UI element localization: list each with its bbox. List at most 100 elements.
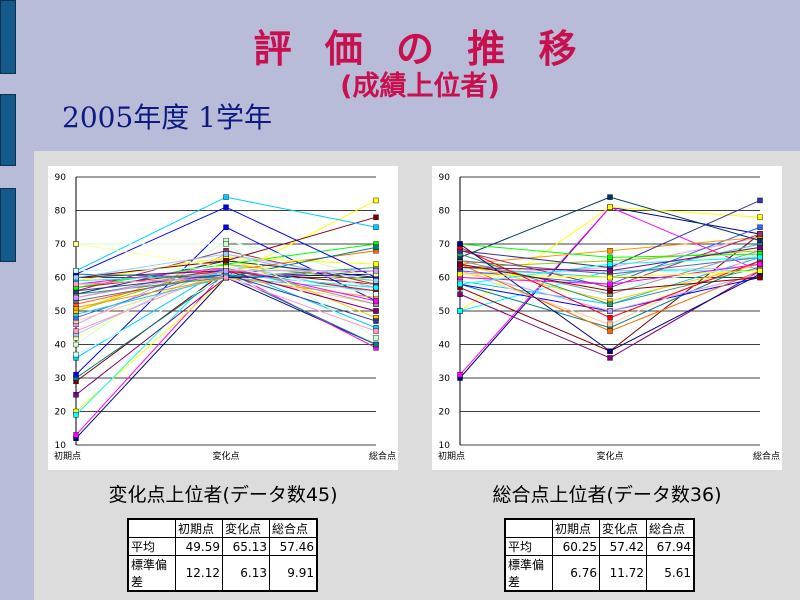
data-point [757, 231, 763, 237]
stats-table: 初期点 変化点 総合点 平均 60.25 57.42 67.94 標準偏差 6.76 11.72 5… [504, 518, 695, 592]
row-label: 平均 [127, 537, 176, 556]
data-point [607, 194, 613, 200]
y-tick-label: 40 [439, 341, 451, 351]
column-header: 初期点 [175, 518, 223, 538]
data-point [373, 341, 379, 348]
table-cell: 6.76 [552, 555, 600, 592]
row-label: 標準偏差 [504, 555, 553, 592]
table-cell: 49.59 [175, 537, 223, 556]
data-point [223, 268, 229, 274]
data-point [373, 214, 379, 220]
data-point [757, 254, 763, 261]
table-cell: 67.94 [646, 537, 695, 556]
data-point [373, 261, 379, 267]
y-tick-label: 20 [55, 408, 67, 418]
y-tick-label: 70 [439, 240, 451, 250]
y-tick-label: 70 [55, 240, 67, 250]
data-point [73, 281, 79, 287]
data-point [73, 412, 79, 418]
data-point [607, 261, 613, 267]
data-point [607, 355, 613, 361]
table-cell: 65.13 [222, 537, 270, 556]
decor-bar [0, 0, 16, 74]
table-cell: 11.72 [599, 555, 647, 592]
table-row: 平均 49.59 65.13 57.46 [127, 537, 318, 556]
data-point [607, 348, 613, 354]
data-point [607, 254, 613, 261]
data-point [457, 261, 463, 267]
data-point [73, 268, 79, 274]
data-point [373, 328, 379, 334]
chart-total-top: 10 20 30 40 50 60 70 80 90 初期点 変化点 総合点 [432, 166, 782, 470]
y-tick-label: 80 [439, 207, 451, 217]
x-tick-label: 総合点 [753, 450, 780, 462]
data-point [373, 278, 379, 284]
data-point [223, 224, 229, 230]
data-point [73, 351, 79, 358]
data-point [607, 308, 613, 314]
data-point [73, 432, 79, 438]
column-header: 総合点 [646, 518, 695, 538]
data-point [607, 274, 613, 281]
data-point [757, 224, 763, 230]
data-point [757, 268, 763, 274]
data-point [607, 247, 613, 254]
data-point [73, 371, 79, 378]
data-point [607, 268, 613, 274]
table-cell: 57.46 [269, 537, 318, 556]
row-label: 標準偏差 [127, 555, 176, 592]
data-point [757, 237, 763, 244]
table-row: 標準偏差 12.12 6.13 9.91 [127, 555, 318, 592]
y-tick-label: 60 [439, 274, 451, 284]
slide-title: 評 価 の 推 移 [253, 27, 587, 71]
slide-subtitle: (成績上位者) [340, 71, 500, 102]
table-row: 標準偏差 6.76 11.72 5.61 [504, 555, 695, 592]
table-cell: 5.61 [646, 555, 695, 592]
chart-caption: 変化点上位者(データ数45) [108, 484, 338, 506]
data-point [373, 291, 379, 297]
data-point [757, 244, 763, 251]
data-point [373, 197, 379, 204]
data-point [607, 204, 613, 210]
data-point [223, 251, 229, 257]
table-cell: 57.42 [599, 537, 647, 556]
data-point [757, 197, 763, 204]
data-point [607, 281, 613, 287]
data-point [457, 271, 463, 277]
y-tick-label: 50 [55, 307, 67, 317]
y-tick-label: 20 [439, 408, 451, 418]
column-header: 変化点 [222, 518, 270, 538]
y-tick-label: 40 [55, 341, 67, 351]
decor-bar [0, 94, 16, 166]
data-point [457, 308, 463, 314]
data-point [457, 281, 463, 287]
decor-bar [0, 188, 16, 262]
chart-caption: 総合点上位者(データ数36) [492, 484, 722, 506]
data-point [73, 294, 79, 301]
table-cell: 12.12 [175, 555, 223, 592]
data-point [373, 308, 379, 314]
table-header-row: 初期点 変化点 総合点 [504, 518, 695, 538]
column-header [504, 518, 553, 538]
data-point [73, 274, 79, 281]
table-cell: 60.25 [552, 537, 600, 556]
series-line [75, 276, 377, 439]
series-line [75, 273, 377, 322]
table-cell: 9.91 [269, 555, 318, 592]
data-point [73, 341, 79, 348]
y-tick-label: 80 [55, 207, 67, 217]
data-point [757, 261, 763, 267]
data-point [607, 328, 613, 334]
data-point [373, 284, 379, 291]
y-tick-label: 90 [55, 173, 67, 183]
x-tick-label: 変化点 [596, 450, 623, 462]
column-header: 総合点 [269, 518, 318, 538]
column-header: 変化点 [599, 518, 647, 538]
data-point [757, 274, 763, 281]
data-point [607, 288, 613, 294]
data-point [223, 241, 229, 247]
data-point [223, 194, 229, 200]
y-tick-label: 30 [439, 374, 451, 384]
data-point [223, 274, 229, 281]
data-point [73, 392, 79, 398]
